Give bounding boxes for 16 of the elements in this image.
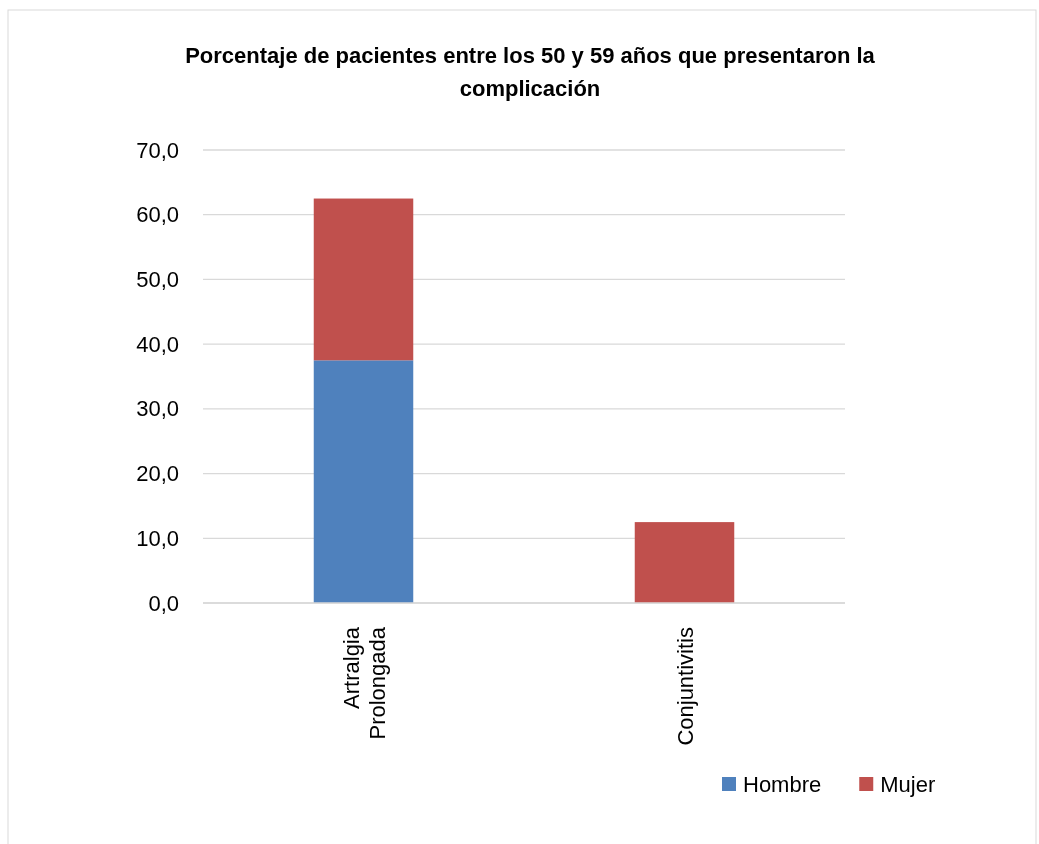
legend-label: Mujer [880, 772, 936, 797]
y-tick-label: 0,0 [148, 590, 179, 616]
x-tick-label: Artralgia Prolongada [338, 626, 390, 740]
legend-label: Hombre [743, 772, 822, 797]
y-tick-label: 40,0 [136, 331, 179, 357]
y-tick-label: 20,0 [136, 461, 179, 487]
y-tick-label: 50,0 [136, 266, 179, 292]
y-tick-label: 10,0 [136, 525, 179, 551]
y-tick-label: 60,0 [136, 202, 179, 228]
y-tick-label: 70,0 [136, 137, 179, 163]
y-tick-label: 30,0 [136, 396, 179, 422]
x-tick-label: Conjuntivitis [672, 627, 698, 746]
chart-title: Porcentaje de pacientes entre los 50 y 59 años que presentaron la complicación [185, 43, 876, 101]
bar [313, 198, 414, 361]
bar [634, 522, 735, 603]
bar [313, 360, 414, 603]
